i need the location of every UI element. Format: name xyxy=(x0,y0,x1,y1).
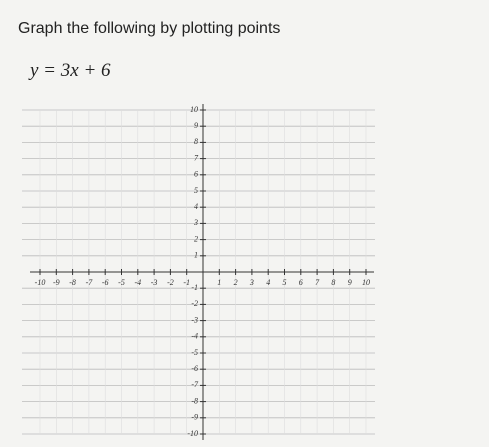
x-tick-label: 1 xyxy=(217,278,221,287)
x-tick-label: 4 xyxy=(266,278,270,287)
x-tick-label: 10 xyxy=(362,278,370,287)
x-tick-label: -9 xyxy=(53,278,60,287)
x-tick-label: 5 xyxy=(283,278,287,287)
y-tick-label: -3 xyxy=(191,315,198,324)
y-tick-label: -10 xyxy=(187,429,198,438)
y-tick-label: 3 xyxy=(193,218,198,227)
x-tick-label: 6 xyxy=(299,278,303,287)
x-tick-label: 7 xyxy=(315,278,320,287)
equation: y = 3x + 6 xyxy=(30,60,111,81)
x-tick-label: 2 xyxy=(234,278,238,287)
x-tick-label: -2 xyxy=(167,278,174,287)
x-tick-label: 8 xyxy=(331,278,335,287)
x-tick-label: 3 xyxy=(249,278,254,287)
y-tick-label: -8 xyxy=(191,396,198,405)
x-tick-label: -10 xyxy=(35,278,46,287)
x-tick-label: -1 xyxy=(183,278,190,287)
y-tick-label: 6 xyxy=(194,170,198,179)
y-tick-label: 9 xyxy=(194,121,198,130)
y-tick-label: -6 xyxy=(191,364,198,373)
x-tick-label: -5 xyxy=(118,278,125,287)
x-tick-label: -4 xyxy=(134,278,141,287)
y-tick-label: -9 xyxy=(191,413,198,422)
y-tick-label: 4 xyxy=(194,202,198,211)
y-tick-label: 8 xyxy=(194,137,198,146)
y-tick-label: 7 xyxy=(194,153,199,162)
y-tick-label: 1 xyxy=(194,251,198,260)
y-tick-label: -2 xyxy=(191,299,198,308)
y-tick-label: 5 xyxy=(194,186,198,195)
y-tick-label: -5 xyxy=(191,348,198,357)
x-tick-label: -7 xyxy=(86,278,94,287)
y-tick-label: -7 xyxy=(191,380,199,389)
y-tick-label: -1 xyxy=(191,283,198,292)
x-tick-label: -8 xyxy=(69,278,76,287)
y-tick-label: 2 xyxy=(194,234,198,243)
instruction: Graph the following by plotting points xyxy=(18,20,281,37)
y-tick-label: 10 xyxy=(190,105,198,114)
x-tick-label: -6 xyxy=(102,278,109,287)
y-tick-label: -4 xyxy=(191,332,198,341)
x-tick-label: -3 xyxy=(151,278,158,287)
x-tick-label: 9 xyxy=(348,278,352,287)
